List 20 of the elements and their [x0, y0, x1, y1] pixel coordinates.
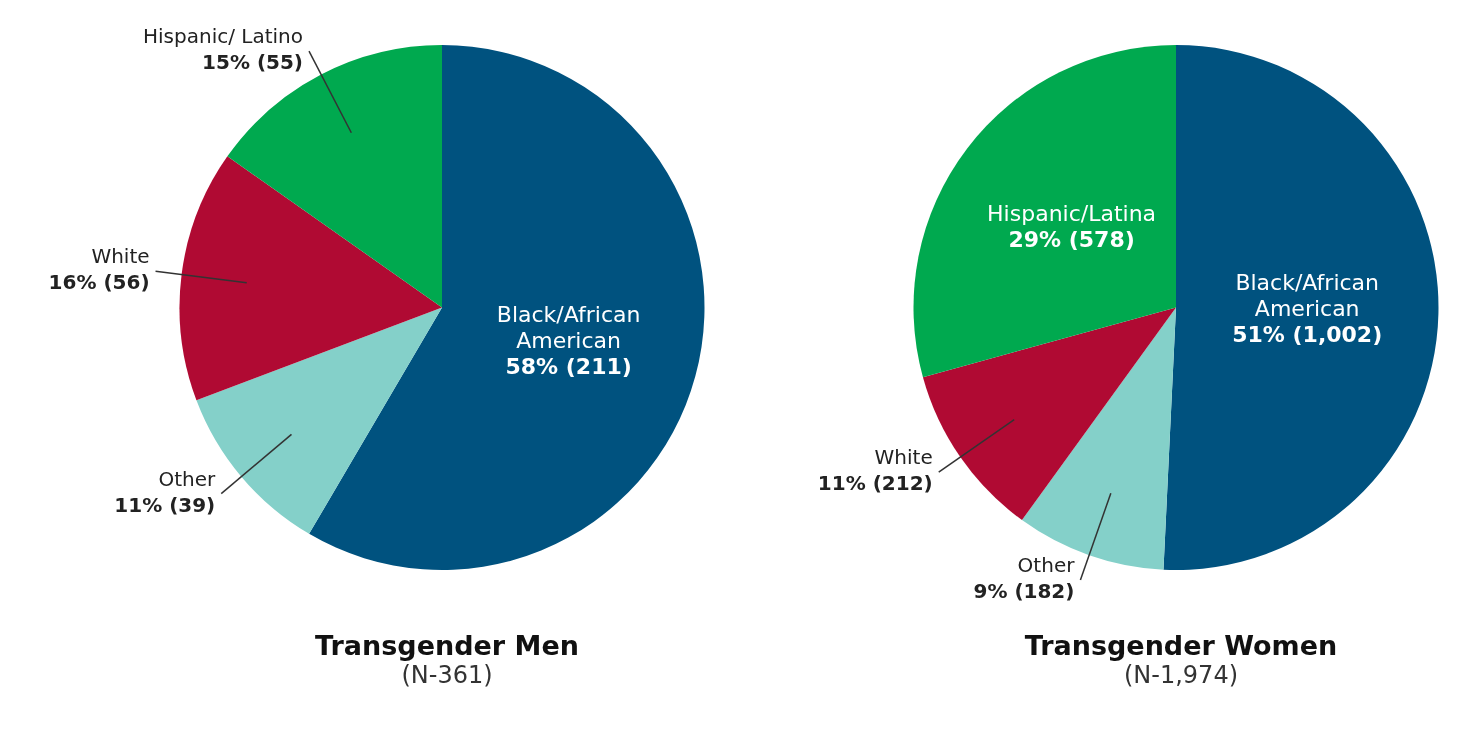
- text: (N-361): [400, 661, 494, 689]
- slice-label: White: [91, 244, 150, 269]
- text: Transgender Women: [1023, 630, 1339, 661]
- data-label: 51% (1,002): [1232, 322, 1383, 348]
- slice-label: Black/African American: [1235, 270, 1380, 322]
- text: Transgender Men: [314, 630, 580, 661]
- slice-label: Other: [158, 466, 217, 491]
- slice-label: Hispanic/Latina: [987, 200, 1157, 226]
- data-label: 58% (211): [505, 353, 632, 379]
- data-label: 9% (182): [973, 579, 1075, 604]
- slice-label: White: [874, 445, 933, 470]
- data-label: 11% (212): [817, 471, 933, 496]
- data-label: 29% (578): [1008, 226, 1135, 252]
- text: (N-1,974): [1122, 661, 1239, 689]
- data-label: 15% (55): [202, 50, 304, 75]
- slice-label: Other: [1017, 553, 1076, 578]
- data-label: 16% (56): [48, 270, 150, 295]
- data-label: 11% (39): [114, 492, 216, 517]
- slice-label: Black/African American: [496, 301, 641, 353]
- slice-label: Hispanic/ Latino: [143, 24, 304, 49]
